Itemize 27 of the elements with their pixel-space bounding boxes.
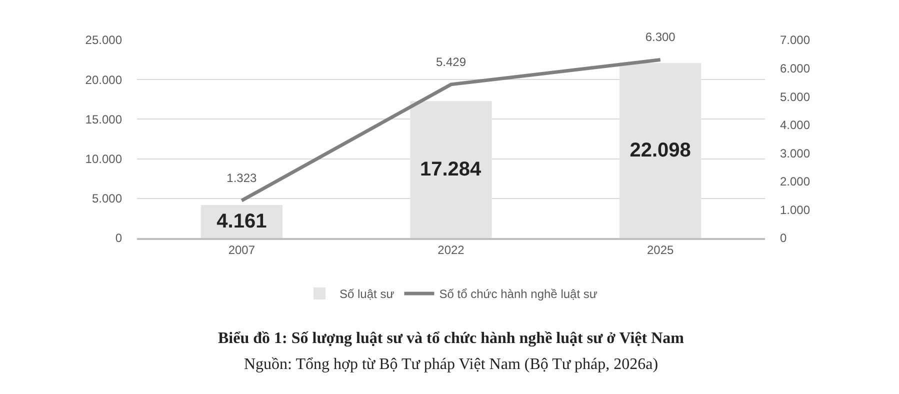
y2-tick-label: 5.000	[780, 90, 810, 104]
y-tick-label: 15.000	[85, 112, 122, 126]
y-tick-label: 10.000	[85, 152, 122, 166]
data-label: 22.098	[630, 139, 691, 162]
y2-tick-label: 4.000	[780, 118, 810, 132]
data-label: 5.429	[436, 54, 466, 69]
y-tick-label: 20.000	[85, 72, 122, 87]
y-tick-label: 0	[115, 231, 122, 246]
text: Biểu đồ 1: Số lượng luật sư và tổ chức hành nghề luật sư ở Việt Nam	[218, 330, 685, 347]
y2-tick-label: 7.000	[780, 33, 810, 48]
y-tick-label: 25.000	[85, 33, 122, 48]
y-tick-label: 5.000	[92, 192, 122, 206]
data-label: 4.161	[216, 210, 267, 233]
x-tick-label: 2025	[646, 243, 674, 258]
text: Nguồn: Tổng hợp từ Bộ Tư pháp Việt Nam (Bộ Tư pháp, 2026a)	[244, 356, 658, 373]
y2-tick-label: 1.000	[780, 202, 810, 217]
y2-tick-label: 3.000	[780, 146, 810, 160]
x-tick-label: 2022	[438, 243, 465, 258]
y2-tick-label: 6.000	[780, 61, 810, 76]
y2-tick-label: 2.000	[780, 174, 810, 189]
legend-label: Số luật sư	[340, 287, 394, 302]
legend-label: Số tổ chức hành nghề luật sư	[439, 287, 598, 302]
data-label: 6.300	[645, 30, 676, 44]
data-label: 1.323	[226, 170, 258, 185]
x-tick-label: 2007	[228, 243, 256, 258]
data-label: 17.284	[420, 158, 482, 181]
y2-tick-label: 0	[780, 231, 787, 246]
